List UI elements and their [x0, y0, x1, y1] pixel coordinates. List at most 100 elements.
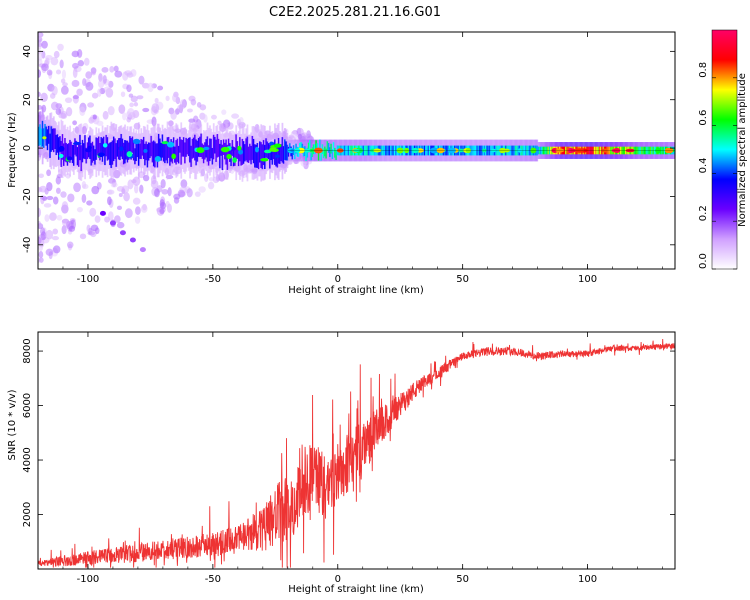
spectrogram-cell	[261, 144, 264, 170]
spectrogram-cell	[208, 177, 214, 182]
spectrogram-cell	[197, 137, 200, 157]
spectrogram-cell	[82, 143, 85, 159]
spectrogram-cell	[221, 144, 224, 171]
spectrogram-cell	[91, 185, 100, 195]
spectrogram-cell	[137, 140, 140, 166]
spectrogram-cell	[167, 120, 174, 127]
spectrogram-cell	[167, 187, 172, 197]
spectrogram-cell	[320, 150, 323, 161]
spectrogram-cell	[72, 120, 77, 126]
spectrogram-cell	[61, 218, 70, 227]
spectrogram-cell	[143, 174, 150, 182]
spectrogram-cell	[250, 145, 253, 165]
spectrogram-cell	[157, 133, 160, 158]
spectrogram-cell	[134, 148, 136, 165]
spectrogram-cell	[203, 146, 210, 151]
spectrogram-cell	[106, 137, 109, 161]
spectrogram-cell	[86, 224, 91, 233]
spectrogram-cell	[132, 140, 135, 161]
colorbar-tick-label: 0.8	[698, 62, 709, 78]
y-tick-label: 4000	[22, 447, 33, 472]
spectrogram-cell	[52, 245, 61, 254]
spectrogram-cell	[265, 138, 268, 158]
spectrogram-cell	[204, 142, 206, 160]
spectrogram-cell	[97, 136, 100, 158]
spectrogram-cell	[82, 78, 87, 87]
spectrogram-cell	[39, 185, 47, 193]
spectrogram-cell	[170, 139, 173, 162]
spectrogram-cell	[291, 149, 294, 160]
spectrogram-cell	[177, 145, 180, 164]
spectrogram-cell	[116, 186, 125, 192]
spectrogram-cell	[306, 147, 309, 158]
spectrogram-cell	[55, 108, 62, 115]
spectrogram-cell	[131, 136, 134, 153]
spectrogram-cell	[232, 157, 237, 163]
spectrogram-cell	[229, 143, 231, 162]
spectrogram-cell	[329, 147, 331, 158]
spectrogram-cell	[249, 143, 251, 161]
spectrogram-cell	[199, 104, 207, 111]
spectrogram-cell	[231, 113, 240, 119]
spectrogram-cell	[71, 79, 80, 88]
spectrogram-cell	[171, 153, 176, 159]
spectrogram-cell	[55, 176, 62, 185]
spectrogram-cell	[136, 141, 139, 158]
spectrogram-cell	[55, 69, 62, 75]
spectrogram-cell	[118, 104, 126, 114]
spectrogram-cell	[135, 142, 138, 162]
spectrogram-cell	[69, 139, 71, 163]
spectrogram-cell	[177, 104, 184, 113]
spectrogram-cell	[290, 130, 298, 137]
spectrogram-cell	[61, 69, 67, 80]
spectrogram-cell	[154, 156, 161, 162]
y-tick-label: -40	[22, 237, 33, 253]
spectrogram-cell	[79, 106, 86, 117]
spectrogram-cell	[156, 143, 159, 168]
spectrogram-cell	[114, 70, 123, 78]
spectrogram-cell	[59, 59, 64, 69]
spectrogram-x-label: Height of straight line (km)	[288, 285, 424, 296]
spectrogram-cell	[54, 128, 56, 150]
spectrogram-cell	[236, 141, 239, 159]
spectrogram-cell	[169, 143, 171, 166]
spectrogram-cell	[44, 214, 50, 222]
spectrogram-cell	[65, 142, 68, 163]
spectrogram-cell	[66, 156, 73, 161]
spectrogram-cell	[324, 146, 326, 157]
spectrogram-cell	[86, 200, 93, 206]
spectrogram-cell	[142, 107, 150, 113]
snr-line	[37, 338, 676, 568]
x-tick-label: -100	[77, 574, 100, 585]
spectrogram-cell	[55, 187, 61, 194]
spectrogram-cell	[124, 140, 126, 164]
spectrogram-cell	[172, 137, 175, 157]
spectrogram-cell	[165, 200, 170, 208]
x-tick-label: 50	[456, 274, 469, 285]
spectrogram-cell	[226, 154, 232, 160]
spectrogram-cell	[215, 139, 218, 162]
spectrogram-cell	[172, 93, 179, 103]
spectrogram-cell	[198, 186, 206, 193]
spectrogram-cell	[46, 195, 54, 201]
spectrogram-cell	[45, 126, 48, 146]
spectrogram-cell	[255, 144, 258, 168]
spectrogram-cell	[164, 142, 166, 164]
spectrogram-cell	[58, 112, 67, 119]
spectrogram-cell	[126, 84, 132, 93]
spectrogram-cell	[330, 143, 333, 154]
spectrogram-cell	[246, 136, 249, 163]
spectrogram-cell	[259, 141, 261, 163]
spectrogram-cell	[49, 212, 57, 221]
spectrogram-cell	[52, 228, 59, 235]
spectrogram-cell	[135, 206, 141, 215]
spectrogram-cell	[200, 133, 203, 157]
spectrogram-cell	[150, 179, 159, 189]
spectrogram-cell	[81, 193, 87, 204]
snr-x-label: Height of straight line (km)	[288, 584, 424, 595]
spectrogram-cell	[90, 71, 96, 76]
spectrogram-cell	[81, 180, 87, 189]
spectrogram-cell	[211, 114, 217, 120]
spectrogram-cell	[202, 144, 205, 164]
spectrogram-cell	[126, 151, 133, 158]
